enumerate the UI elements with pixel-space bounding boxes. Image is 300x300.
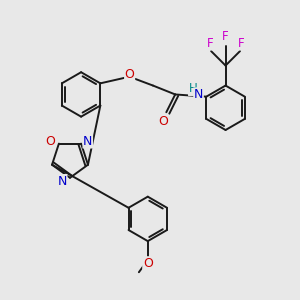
Text: O: O	[143, 257, 153, 270]
Text: O: O	[45, 135, 55, 148]
Text: O: O	[158, 115, 168, 128]
Text: N: N	[83, 135, 92, 148]
Text: O: O	[125, 68, 135, 81]
Text: F: F	[238, 37, 244, 50]
Text: N: N	[58, 175, 67, 188]
Text: F: F	[222, 30, 229, 43]
Text: N: N	[194, 88, 203, 101]
Text: F: F	[207, 37, 213, 50]
Text: H: H	[189, 82, 197, 95]
